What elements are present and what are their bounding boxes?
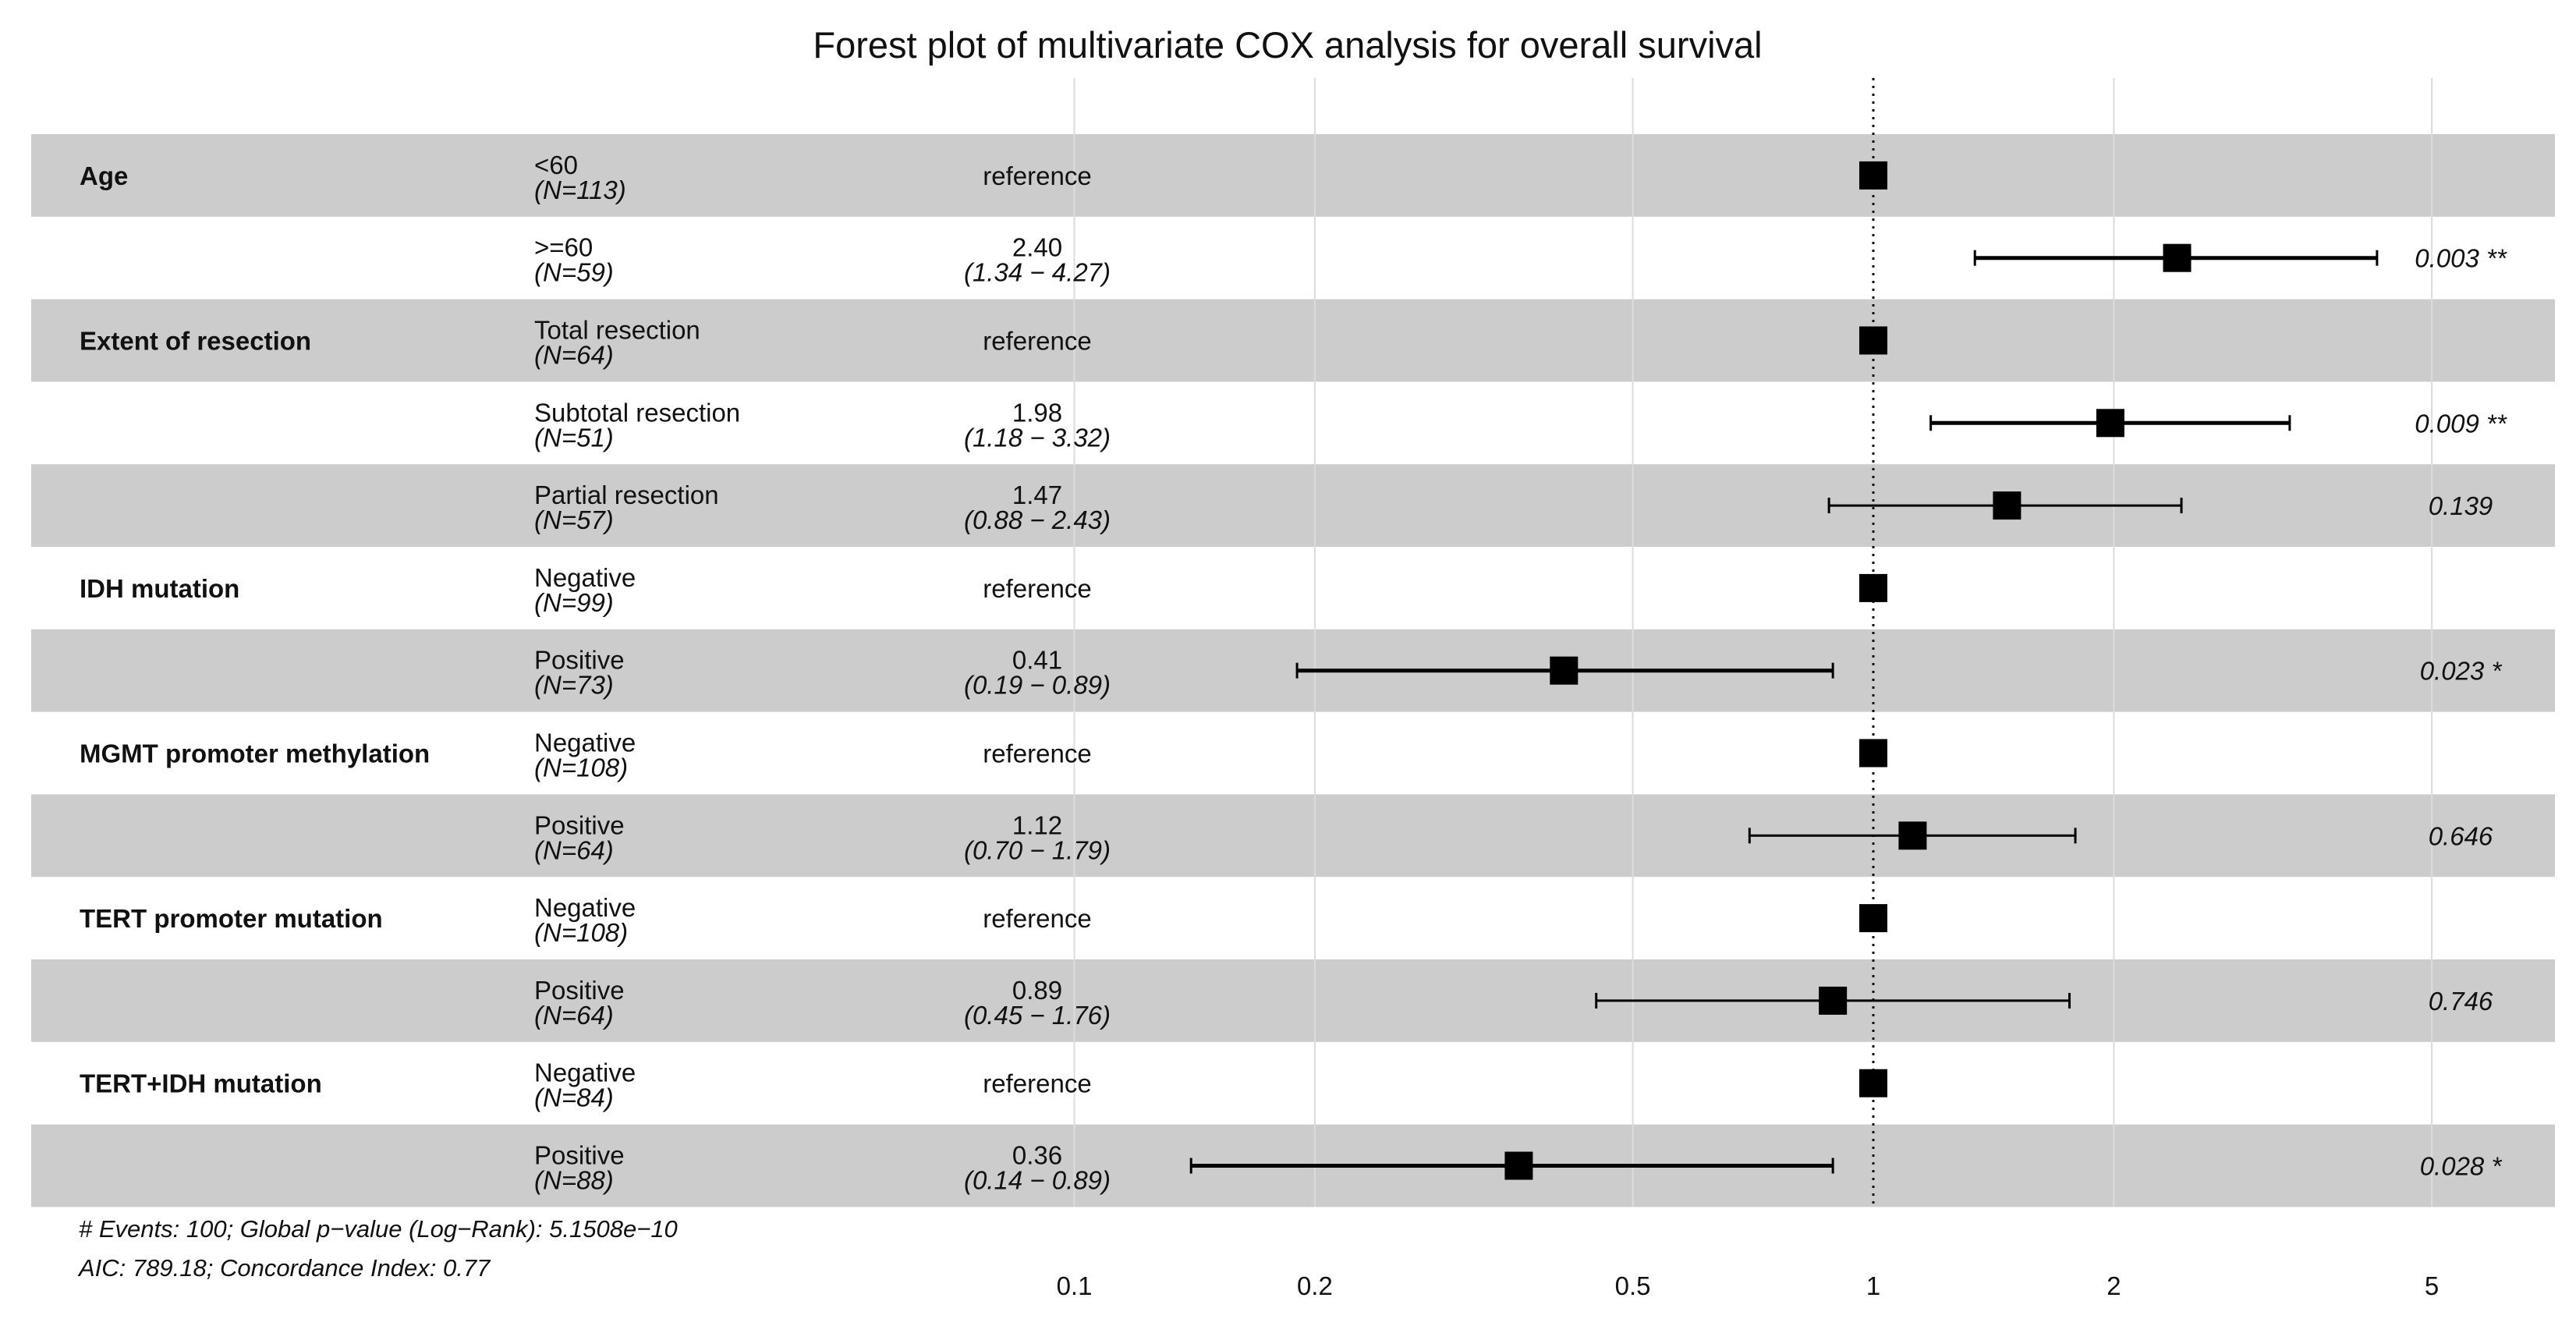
level-label: Negative — [534, 1058, 636, 1087]
hr-point — [1859, 326, 1887, 355]
hr-reference-label: reference — [983, 574, 1091, 603]
variable-label: TERT+IDH mutation — [80, 1069, 322, 1098]
footer-aic: AIC: 789.18; Concordance Index: 0.77 — [77, 1254, 491, 1282]
hr-reference-label: reference — [983, 904, 1091, 933]
ci-label: (0.19 − 0.89) — [964, 671, 1111, 700]
hr-point — [2096, 409, 2124, 438]
row-band — [31, 299, 2555, 382]
p-value-label: 0.139 — [2429, 491, 2493, 520]
hr-reference-label: reference — [983, 739, 1091, 768]
level-label: Positive — [534, 810, 625, 839]
n-label: (N=57) — [534, 505, 614, 534]
row-bands — [31, 134, 2555, 1207]
hr-point — [1859, 573, 1887, 602]
n-label: (N=99) — [534, 588, 614, 617]
ci-marks — [1189, 161, 2379, 1180]
hr-point — [1504, 1151, 1533, 1180]
x-axis-ticks: 0.1 0.2 0.5 1 2 5 — [1057, 1271, 2440, 1300]
level-label: Negative — [534, 893, 636, 922]
hr-point — [2163, 243, 2192, 272]
hr-reference-label: reference — [983, 1069, 1091, 1098]
ci-label: (0.88 − 2.43) — [964, 505, 1111, 534]
level-label: Negative — [534, 729, 636, 757]
hr-point — [1859, 161, 1887, 190]
n-label: (N=51) — [534, 423, 614, 452]
p-value-label: 0.028 * — [2420, 1152, 2503, 1181]
n-label: (N=73) — [534, 671, 614, 700]
level-label: <60 — [534, 151, 578, 179]
gridlines — [1073, 78, 2433, 1207]
hr-point — [1859, 739, 1887, 768]
level-label: Subtotal resection — [534, 398, 740, 427]
hr-reference-label: reference — [983, 327, 1091, 356]
level-label: Partial resection — [534, 480, 719, 509]
hr-point — [1859, 1069, 1887, 1097]
row-band — [31, 629, 2555, 712]
level-label: Positive — [534, 646, 625, 675]
row-band — [31, 794, 2555, 878]
ci-label: (1.18 − 3.32) — [964, 423, 1111, 452]
level-label: >=60 — [534, 233, 593, 262]
row-labels: Age <60(N=113) reference >=60(N=59) 2.40(1.3… — [80, 151, 2507, 1195]
level-label: Negative — [534, 563, 636, 592]
x-tick-label: 0.1 — [1057, 1271, 1093, 1300]
x-tick-label: 1 — [1866, 1271, 1880, 1300]
hr-value-label: 0.41 — [1012, 646, 1062, 675]
level-label: Positive — [534, 1141, 625, 1170]
ci-label: (0.70 − 1.79) — [964, 835, 1111, 864]
hr-point — [1550, 656, 1579, 685]
hr-value-label: 0.89 — [1012, 976, 1062, 1005]
hr-value-label: 2.40 — [1012, 233, 1062, 262]
level-label: Positive — [534, 976, 625, 1005]
n-label: (N=113) — [534, 176, 626, 204]
p-value-label: 0.646 — [2429, 821, 2493, 850]
variable-label: IDH mutation — [80, 574, 239, 603]
x-tick-label: 2 — [2107, 1271, 2121, 1300]
n-label: (N=108) — [534, 918, 628, 947]
p-value-label: 0.023 * — [2420, 657, 2503, 686]
n-label: (N=84) — [534, 1083, 614, 1112]
row-band — [31, 959, 2555, 1042]
hr-point — [1819, 986, 1848, 1015]
n-label: (N=88) — [534, 1166, 614, 1195]
x-tick-label: 0.2 — [1297, 1271, 1333, 1300]
variable-label: Extent of resection — [80, 327, 311, 356]
n-label: (N=64) — [534, 1001, 614, 1030]
n-label: (N=59) — [534, 258, 614, 287]
level-label: Total resection — [534, 316, 700, 345]
row-band — [31, 134, 2555, 217]
variable-label: MGMT promoter methylation — [80, 739, 430, 768]
hr-value-label: 1.98 — [1012, 398, 1062, 427]
hr-point — [1898, 821, 1927, 850]
p-value-label: 0.009 ** — [2415, 409, 2507, 438]
hr-value-label: 1.47 — [1012, 480, 1062, 509]
ci-label: (1.34 − 4.27) — [964, 258, 1111, 287]
variable-label: Age — [80, 161, 128, 190]
p-value-label: 0.003 ** — [2415, 244, 2507, 273]
p-value-label: 0.746 — [2429, 987, 2493, 1016]
ci-label: (0.14 − 0.89) — [964, 1166, 1111, 1195]
variable-label: TERT promoter mutation — [80, 904, 383, 933]
n-label: (N=64) — [534, 341, 614, 370]
footer-events: # Events: 100; Global p−value (Log−Rank)… — [79, 1215, 678, 1243]
x-tick-label: 0.5 — [1615, 1271, 1651, 1300]
chart-title: Forest plot of multivariate COX analysis… — [813, 24, 1762, 66]
x-tick-label: 5 — [2425, 1271, 2439, 1300]
hr-value-label: 0.36 — [1012, 1141, 1062, 1170]
n-label: (N=64) — [534, 835, 614, 864]
hr-point — [1859, 904, 1887, 933]
hr-reference-label: reference — [983, 161, 1091, 190]
hr-value-label: 1.12 — [1012, 810, 1062, 839]
ci-label: (0.45 − 1.76) — [964, 1001, 1111, 1030]
hr-point — [1993, 491, 2021, 520]
n-label: (N=108) — [534, 753, 628, 782]
